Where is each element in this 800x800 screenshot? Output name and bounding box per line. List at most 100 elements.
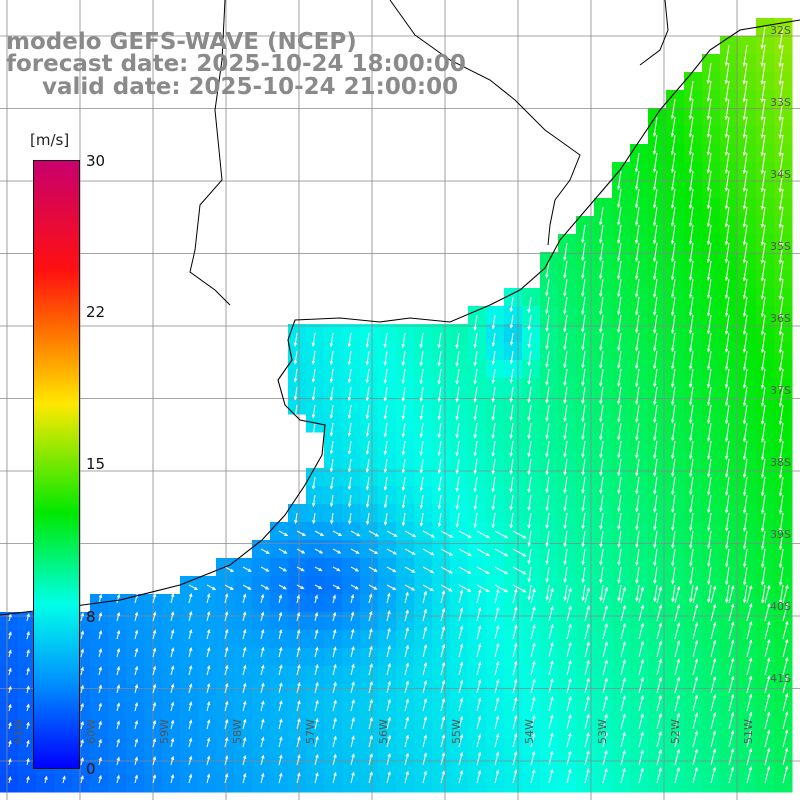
wind-cell [162,774,181,793]
wind-arrow-head [581,346,585,351]
wind-arrow-head [243,700,247,705]
wind-arrow-head [509,524,513,529]
wind-arrow-head [513,733,518,738]
wind-cell [666,594,685,613]
wind-arrow-head [369,753,373,758]
wind-arrow-head [509,506,513,511]
wind-arrow-head [599,472,603,477]
wind-cell [468,630,487,649]
wind-cell [252,756,271,775]
wind-cell [342,756,361,775]
wind-arrow-head [617,311,621,316]
wind-arrow [707,512,712,531]
wind-arrow-head [98,630,103,635]
wind-cell [756,648,775,667]
wind-arrow [707,80,712,101]
wind-arrow [653,494,658,512]
wind-arrow-head [604,677,608,682]
wind-cell [126,630,145,649]
wind-arrow [422,584,434,591]
wind-cell [162,666,181,685]
wind-arrow [80,631,84,640]
wind-arrow-head [767,584,771,589]
wind-arrow-head [368,593,373,598]
wind-arrow-head [688,419,693,424]
wind-arrow-head [604,605,608,610]
wind-cell [576,630,595,649]
wind-cell [738,774,757,793]
wind-arrow-head [760,420,765,425]
wind-arrow-head [652,293,657,299]
wind-arrow-head [760,277,765,282]
wind-arrow-head [706,473,711,478]
wind-arrow-head [411,587,416,591]
wind-arrow-head [748,711,753,716]
wind-arrow [404,699,409,712]
wind-arrow [653,206,658,226]
wind-arrow [456,440,460,456]
wind-arrow-head [332,611,337,616]
wind-arrow-head [243,664,247,669]
wind-arrow-head [8,739,12,745]
wind-arrow-head [333,646,337,651]
wind-arrow [725,44,730,66]
wind-arrow-head [491,524,495,529]
wind-arrow-head [586,641,590,646]
wind-cell [396,684,415,703]
wind-arrow [671,368,676,387]
wind-arrow-head [658,767,662,772]
wind-arrow [600,476,604,494]
wind-cell [234,756,253,775]
wind-arrow-head [329,414,334,419]
wind-arrow-head [347,486,352,491]
wind-arrow-head [742,456,747,461]
wind-arrow [725,62,730,84]
wind-arrow-head [369,734,373,740]
wind-arrow [512,530,527,539]
wind-arrow-head [599,275,603,280]
wind-cell [180,720,199,739]
wind-arrow-head [766,765,771,770]
wind-arrow-head [688,258,693,263]
wind-arrow [512,548,526,557]
wind-arrow-head [616,275,621,280]
wind-arrow [314,700,319,712]
wind-arrow-head [634,329,639,334]
wind-arrow-head [247,586,252,590]
wind-cell [198,738,217,757]
wind-arrow [764,712,770,730]
wind-arrow [404,717,409,730]
wind-arrow [599,224,604,243]
wind-cell [342,594,361,613]
wind-arrow [582,386,586,404]
wind-cell [522,756,541,775]
wind-arrow [746,766,752,784]
wind-arrow-head [670,401,675,406]
wind-arrow-head [152,611,157,616]
wind-arrow-head [730,639,735,644]
wind-arrow [656,659,662,676]
wind-arrow [692,659,698,676]
model-title: modelo GEFS-WAVE (NCEP) [6,29,357,55]
wind-arrow-head [401,361,405,367]
wind-arrow [422,699,427,712]
wind-arrow-head [98,593,103,599]
wind-arrow [294,332,298,346]
wind-arrow [366,494,370,507]
wind-arrow [404,548,416,555]
wind-arrow-head [778,242,783,247]
wind-arrow [242,594,246,604]
wind-arrow-head [206,737,211,742]
wind-arrow-head [311,432,316,437]
wind-cell [0,612,19,631]
wind-cell [432,684,451,703]
wind-arrow-head [509,341,514,346]
wind-arrow [512,733,517,748]
wind-arrow [422,566,434,574]
wind-arrow-head [333,771,337,776]
wind-arrow-head [315,735,319,740]
wind-arrow-head [261,664,265,669]
wind-arrow-head [742,223,747,228]
wind-arrow [764,676,770,694]
wind-arrow-head [279,664,283,669]
